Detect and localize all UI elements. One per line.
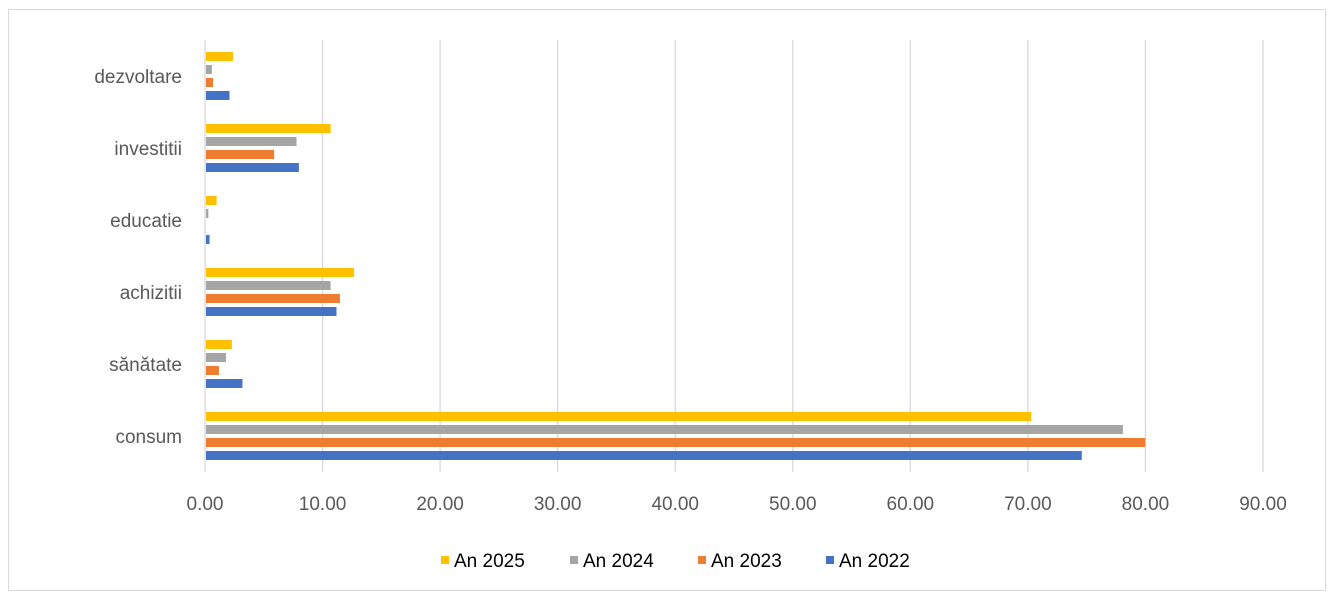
bar (206, 91, 230, 100)
bar (206, 307, 337, 316)
bar (206, 209, 209, 218)
legend-swatch (698, 556, 706, 564)
category-label: investitii (114, 139, 182, 160)
bar (206, 235, 210, 244)
x-axis-tick-labels: 0.00 10.00 20.00 30.00 40.00 50.00 60.00 70.00 8… (187, 494, 1287, 515)
bar (206, 150, 275, 159)
bar (206, 163, 299, 172)
legend: An 2025 An 2024 An 2023 An 2022 (441, 551, 910, 572)
category-label: dezvoltare (94, 67, 182, 88)
legend-label: An 2023 (711, 551, 782, 572)
gridlines (204, 40, 1264, 472)
category-labels: consum sănătate achizitii educatie investiti… (94, 67, 182, 448)
legend-swatch (441, 556, 449, 564)
category-label: sănătate (109, 355, 182, 376)
x-tick-label: 20.00 (416, 494, 464, 515)
bar (206, 451, 1082, 460)
x-tick-label: 70.00 (1004, 494, 1052, 515)
bar (206, 137, 297, 146)
bar (206, 353, 226, 362)
legend-swatch (826, 556, 834, 564)
bar (206, 78, 214, 87)
x-tick-label: 60.00 (887, 494, 935, 515)
bar (206, 65, 212, 74)
bar (206, 412, 1032, 421)
bar (206, 52, 234, 61)
bar (206, 438, 1146, 447)
bar (206, 340, 232, 349)
legend-swatch (570, 556, 578, 564)
bars (206, 52, 1146, 460)
legend-label: An 2024 (583, 551, 654, 572)
bar (206, 366, 219, 375)
x-tick-label: 30.00 (534, 494, 582, 515)
bar (206, 196, 217, 205)
x-tick-label: 50.00 (769, 494, 817, 515)
x-tick-label: 0.00 (187, 494, 224, 515)
category-label: achizitii (120, 283, 182, 304)
legend-label: An 2022 (839, 551, 910, 572)
bar (206, 268, 355, 277)
bar (206, 294, 341, 303)
legend-label: An 2025 (454, 551, 525, 572)
x-tick-label: 80.00 (1122, 494, 1170, 515)
bar (206, 379, 243, 388)
bar (206, 281, 331, 290)
x-tick-label: 90.00 (1239, 494, 1287, 515)
bar (206, 124, 331, 133)
category-label: educatie (110, 211, 182, 232)
x-tick-label: 10.00 (299, 494, 347, 515)
category-label: consum (115, 427, 182, 448)
bar (206, 425, 1123, 434)
x-tick-label: 40.00 (651, 494, 699, 515)
